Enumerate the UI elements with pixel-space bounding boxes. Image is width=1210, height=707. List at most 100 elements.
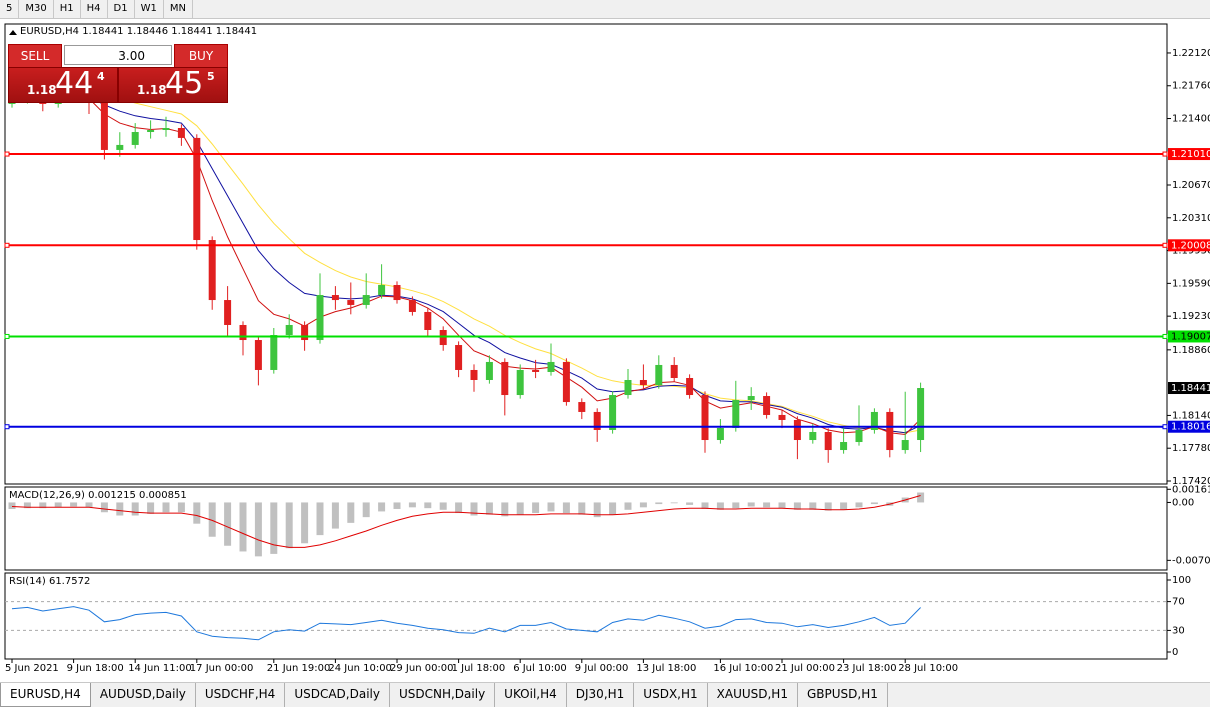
macd-bar [778, 502, 786, 509]
y-tick-label: 1.17780 [1172, 443, 1210, 454]
candle-body [532, 369, 540, 372]
chart-tab[interactable]: USDCHF,H4 [196, 683, 286, 707]
timeframe-button[interactable]: 5 [0, 0, 20, 18]
candle-body [840, 442, 848, 451]
timeframe-button[interactable]: H1 [54, 0, 81, 18]
macd-bar [100, 502, 108, 513]
chart-tab[interactable]: USDCNH,Daily [390, 683, 496, 707]
chart-tab[interactable]: GBPUSD,H1 [798, 683, 888, 707]
candle-body [901, 440, 909, 451]
ask-quote[interactable]: 1.18 45 5 [118, 66, 228, 103]
x-tick-label: 14 Jun 11:00 [128, 663, 192, 674]
x-tick-label: 21 Jun 19:00 [267, 663, 331, 674]
candle-body [208, 240, 216, 301]
timeframe-button[interactable]: H4 [81, 0, 108, 18]
y-tick-label: 1.20670 [1172, 180, 1210, 191]
candle-body [855, 429, 863, 443]
x-tick-label: 28 Jul 10:00 [898, 663, 958, 674]
candle-body [870, 411, 878, 430]
y-tick-label: 1.19590 [1172, 278, 1210, 289]
candle-body [362, 295, 370, 305]
macd-bar [917, 492, 925, 503]
candle-body [393, 285, 401, 301]
candle-body [701, 395, 709, 441]
macd-title: MACD(12,26,9) 0.001215 0.000851 [9, 490, 187, 501]
candle-body [285, 324, 293, 336]
macd-bar [639, 502, 647, 508]
candle-body [686, 377, 694, 396]
timeframe-button[interactable]: W1 [135, 0, 164, 18]
candle-body [177, 128, 185, 138]
lot-size-input[interactable]: 3.00 [64, 45, 172, 65]
y-tick-label: 1.21760 [1172, 81, 1210, 92]
macd-bar [316, 502, 324, 536]
timeframe-button[interactable]: D1 [108, 0, 135, 18]
x-tick-label: 9 Jun 18:00 [67, 663, 124, 674]
macd-bar [147, 502, 155, 514]
macd-bar [162, 502, 170, 513]
candle-body [809, 431, 817, 441]
bid-pips: 44 [55, 66, 94, 101]
macd-bar [193, 502, 201, 524]
candle-body [778, 414, 786, 420]
timeframe-button[interactable]: M30 [19, 0, 54, 18]
x-tick-label: 29 Jun 00:00 [390, 663, 454, 674]
candle-body [609, 395, 617, 430]
bid-big: 1.18 [27, 83, 57, 97]
y-tick-label: 30 [1172, 625, 1185, 636]
macd-bar [793, 502, 801, 510]
macd-bar [347, 502, 355, 523]
candle-body [655, 364, 663, 386]
macd-bar [855, 502, 863, 508]
rsi-title: RSI(14) 61.7572 [9, 576, 90, 587]
y-tick-label: 1.18860 [1172, 345, 1210, 356]
macd-bar [54, 502, 62, 508]
sell-button[interactable]: SELL [8, 44, 62, 68]
macd-bar [870, 502, 878, 505]
macd-bar [670, 502, 678, 504]
chart-tab[interactable]: UKOil,H4 [495, 683, 567, 707]
candle-body [316, 295, 324, 341]
chart-tab[interactable]: USDCAD,Daily [285, 683, 390, 707]
x-tick-label: 24 Jun 10:00 [328, 663, 392, 674]
level-label-bg [1168, 239, 1210, 252]
y-tick-label: 0.00161 [1172, 484, 1210, 495]
bid-quote[interactable]: 1.18 44 4 [8, 66, 118, 103]
macd-bar [8, 502, 16, 509]
current-price-bg [1168, 382, 1210, 395]
candle-body [162, 128, 170, 131]
candle-body [116, 144, 124, 150]
macd-bar [70, 502, 78, 507]
macd-bar [331, 502, 339, 529]
macd-bar [593, 502, 601, 518]
chart-tab[interactable]: AUDUSD,Daily [91, 683, 196, 707]
macd-bar [254, 502, 262, 557]
macd-bar [39, 502, 47, 509]
bid-frac: 4 [97, 70, 105, 83]
macd-bar [485, 502, 493, 515]
macd-bar [501, 502, 509, 517]
macd-bar [655, 502, 663, 505]
chart-tab[interactable]: DJ30,H1 [567, 683, 635, 707]
candle-body [716, 427, 724, 441]
candle-body [100, 99, 108, 150]
candle-body [378, 285, 386, 296]
collapse-icon[interactable] [9, 30, 17, 35]
macd-bar [378, 502, 386, 512]
x-tick-label: 6 Jul 10:00 [513, 663, 567, 674]
y-tick-label: 1.19230 [1172, 311, 1210, 322]
chart-tab[interactable]: XAUUSD,H1 [708, 683, 798, 707]
candle-body [824, 431, 832, 451]
chart-tab[interactable]: EURUSD,H4 [0, 683, 91, 707]
chart-header: EURUSD,H4 1.18441 1.18446 1.18441 1.1844… [20, 26, 257, 37]
candle-body [485, 361, 493, 380]
x-tick-label: 1 Jul 18:00 [452, 663, 506, 674]
chart-tab[interactable]: USDX,H1 [634, 683, 708, 707]
macd-bar [609, 502, 617, 515]
level-label: 1.20008 [1171, 240, 1210, 251]
buy-button[interactable]: BUY [174, 44, 228, 68]
candle-body [239, 324, 247, 341]
macd-bar [578, 502, 586, 515]
candle-body [578, 402, 586, 412]
timeframe-button[interactable]: MN [164, 0, 193, 18]
